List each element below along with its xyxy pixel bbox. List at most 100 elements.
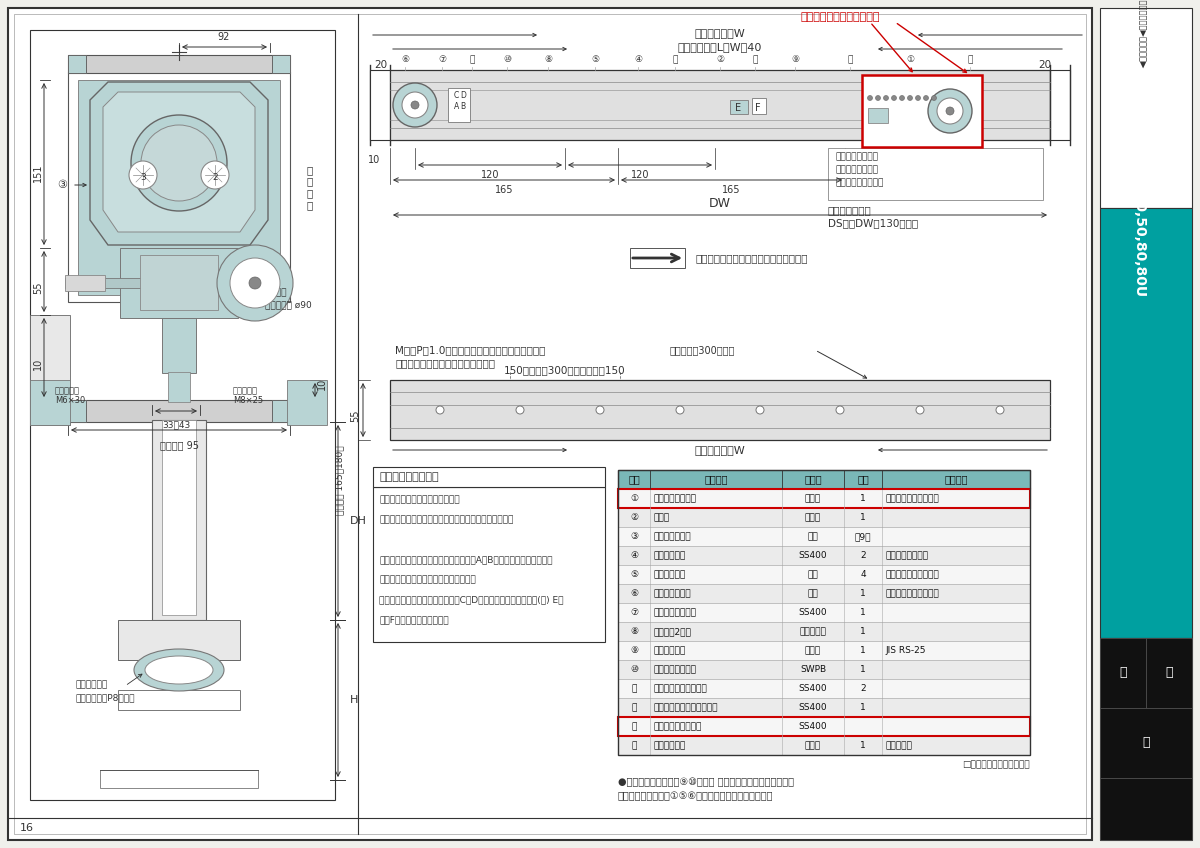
Circle shape — [202, 161, 229, 189]
Bar — [618, 489, 1030, 508]
Bar — [1100, 208, 1192, 638]
Text: ⑥: ⑥ — [630, 589, 638, 598]
Text: （9）: （9） — [854, 532, 871, 541]
Text: 前: 前 — [1120, 667, 1127, 679]
Circle shape — [402, 92, 428, 118]
Text: 10: 10 — [34, 358, 43, 371]
Bar — [618, 565, 1030, 584]
Text: ワイヤ・チェンブラケット: ワイヤ・チェンブラケット — [653, 703, 718, 712]
Bar — [618, 489, 1030, 508]
Text: 品番: 品番 — [628, 475, 640, 484]
Text: 名　　称: 名 称 — [704, 475, 727, 484]
Bar — [272, 400, 290, 422]
Text: ③: ③ — [630, 532, 638, 541]
Text: ⑪: ⑪ — [752, 55, 757, 64]
Bar — [1100, 708, 1192, 778]
Text: ⑫: ⑫ — [631, 703, 637, 712]
Text: 33〜43: 33〜43 — [162, 420, 190, 429]
Text: ステンレス: ステンレス — [799, 627, 827, 636]
Text: 120: 120 — [631, 170, 649, 180]
Text: 樹脂: 樹脂 — [808, 589, 818, 598]
Text: ⑭: ⑭ — [967, 55, 973, 64]
Bar — [618, 584, 1030, 603]
Text: 55: 55 — [34, 282, 43, 294]
Text: チェンスプリング: チェンスプリング — [653, 665, 696, 674]
Text: ⑭: ⑭ — [672, 55, 678, 64]
Text: ガイドローラ: ガイドローラ — [74, 680, 107, 689]
Text: M8×25: M8×25 — [233, 396, 263, 405]
Circle shape — [394, 83, 437, 127]
Text: C: C — [454, 91, 460, 100]
Text: SWPB: SWPB — [800, 665, 826, 674]
Bar — [618, 470, 1030, 755]
Text: 最小寸法 165（180）: 最小寸法 165（180） — [336, 445, 344, 515]
Text: M６（P＝1.0）タップ加工図（右、左引き共通）: M６（P＝1.0）タップ加工図（右、左引き共通） — [395, 345, 545, 355]
Circle shape — [676, 406, 684, 414]
Bar — [862, 75, 982, 147]
Text: サッシ内幅　W: サッシ内幅 W — [695, 28, 745, 38]
Text: 20: 20 — [1038, 60, 1051, 70]
Text: 油圧クローザー本体組立品: 油圧クローザー本体組立品 — [800, 12, 880, 22]
Text: 92: 92 — [218, 32, 230, 42]
Text: 個数: 個数 — [857, 475, 869, 484]
Text: M6×30: M6×30 — [55, 396, 85, 405]
Circle shape — [596, 406, 604, 414]
Bar — [68, 72, 290, 302]
Text: アイドラプーリ: アイドラプーリ — [653, 589, 691, 598]
Bar — [118, 620, 240, 660]
Text: H: H — [350, 695, 359, 705]
Circle shape — [876, 96, 881, 101]
Bar — [65, 278, 256, 288]
Bar — [370, 70, 390, 140]
Text: ドア高さ調整可能: ドア高さ調整可能 — [886, 551, 928, 560]
Text: 樹脂: 樹脂 — [808, 570, 818, 579]
Bar — [1146, 638, 1192, 708]
Text: E: E — [734, 103, 742, 113]
Circle shape — [900, 96, 905, 101]
Circle shape — [907, 96, 912, 101]
Bar — [618, 508, 1030, 527]
Text: プーリ外径 ø90: プーリ外径 ø90 — [265, 300, 312, 309]
Text: 左右にかかわらず: 左右にかかわらず — [835, 152, 878, 161]
Bar — [68, 400, 290, 422]
Bar — [448, 88, 470, 122]
Text: SCF-20,30,50,80,80U: SCF-20,30,50,80,80U — [1132, 133, 1146, 297]
Text: SS400: SS400 — [799, 551, 827, 560]
Bar — [14, 14, 1086, 834]
Text: アルミ: アルミ — [805, 513, 821, 522]
Text: 10: 10 — [317, 377, 326, 390]
Text: ⑨: ⑨ — [791, 55, 799, 64]
Text: ⑤: ⑤ — [590, 55, 599, 64]
Text: ⑫: ⑫ — [469, 55, 475, 64]
Text: A: A — [454, 102, 460, 111]
Text: DW: DW — [709, 197, 731, 210]
Bar — [1100, 638, 1192, 840]
Text: 材　質: 材 質 — [804, 475, 822, 484]
Text: ⑦: ⑦ — [630, 608, 638, 617]
Text: 1: 1 — [860, 589, 866, 598]
Circle shape — [230, 258, 280, 308]
Text: 150　ピッチ300にて均等分　150: 150 ピッチ300にて均等分 150 — [504, 365, 626, 375]
Bar — [1100, 8, 1192, 208]
Polygon shape — [90, 82, 268, 245]
Circle shape — [931, 96, 936, 101]
Text: 左引き用にするには: 左引き用にするには — [379, 472, 439, 482]
Bar — [618, 679, 1030, 698]
Text: プーリブラケット: プーリブラケット — [653, 608, 696, 617]
Text: ワイヤ・チェン取付板: ワイヤ・チェン取付板 — [653, 684, 707, 693]
Text: ⑪: ⑪ — [631, 684, 637, 693]
Text: レール取付間座: レール取付間座 — [653, 532, 691, 541]
Bar — [618, 527, 1030, 546]
Text: ⑩: ⑩ — [630, 665, 638, 674]
Text: 4: 4 — [860, 570, 866, 579]
Bar — [168, 372, 190, 402]
Bar — [752, 98, 766, 114]
Circle shape — [868, 96, 872, 101]
Bar — [730, 100, 748, 114]
Circle shape — [130, 161, 157, 189]
Bar — [373, 467, 605, 487]
Bar — [618, 470, 1030, 489]
Text: チェンスプロケット: チェンスプロケット — [653, 722, 701, 731]
Text: レール: レール — [653, 513, 670, 522]
Bar — [630, 248, 685, 268]
